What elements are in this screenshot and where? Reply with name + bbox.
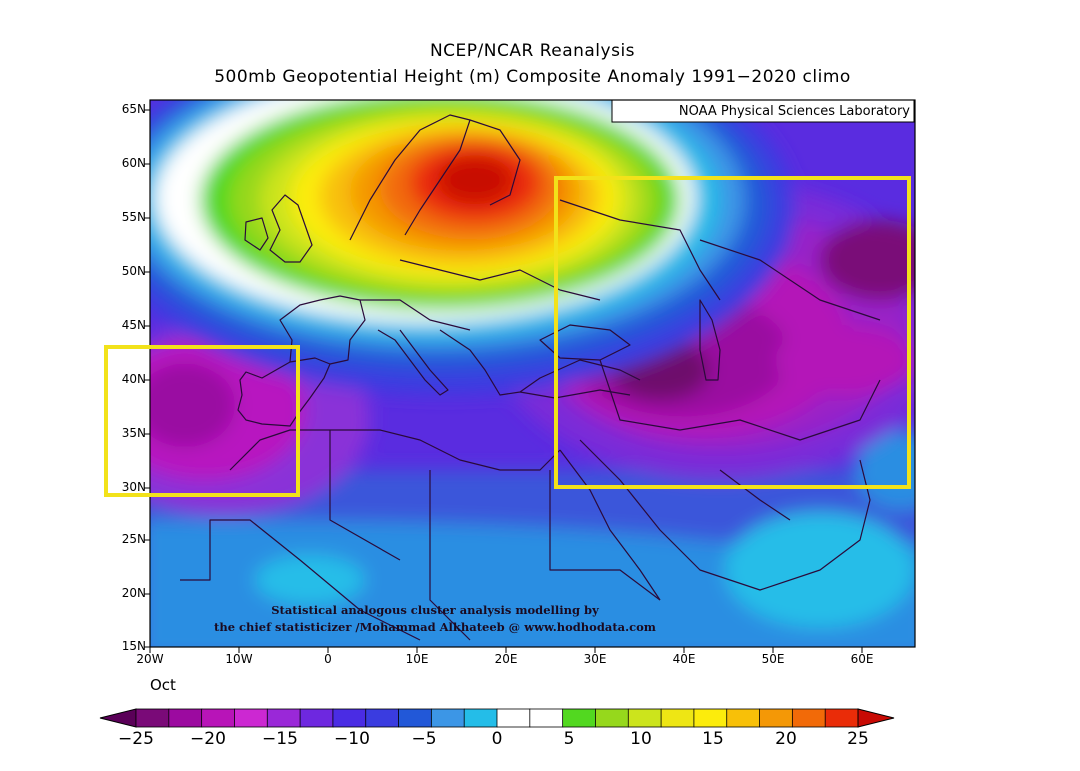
colorbar-segment	[824, 708, 859, 728]
colorbar-label: −15	[262, 729, 298, 749]
credit-text: NOAA Physical Sciences Laboratory	[679, 104, 910, 119]
lon-label: 10E	[405, 652, 429, 666]
colorbar-label: 15	[702, 729, 724, 749]
coastlines	[180, 114, 881, 641]
colorbar	[99, 708, 895, 728]
colorbar-segment	[562, 708, 597, 728]
chart-title: NCEP/NCAR Reanalysis	[429, 41, 636, 61]
colorbar-segment	[726, 708, 761, 728]
colorbar-segment	[693, 708, 728, 728]
colorbar-segment	[266, 708, 301, 728]
lat-label: 45N	[121, 318, 146, 332]
lat-label: 20N	[121, 586, 146, 600]
lat-label: 60N	[121, 156, 146, 170]
highlight-box-east	[554, 176, 911, 489]
colorbar-label: −25	[118, 729, 154, 749]
chart-subtitle: 500mb Geopotential Height (m) Composite …	[214, 67, 851, 87]
lon-label: 50E	[761, 652, 785, 666]
lat-label: 55N	[121, 210, 146, 224]
colorbar-segment	[332, 708, 367, 728]
lat-label: 65N	[121, 102, 146, 116]
lat-label: 50N	[121, 264, 146, 278]
colorbar-segment	[430, 708, 465, 728]
lat-label: 35N	[121, 426, 146, 440]
colorbar-label: −5	[411, 729, 437, 749]
colorbar-segment	[595, 708, 629, 728]
lon-label: 20E	[494, 652, 518, 666]
colorbar-label: −10	[334, 729, 370, 749]
colorbar-segment	[365, 708, 400, 728]
colorbar-label: 10	[630, 729, 652, 749]
colorbar-segment	[168, 708, 203, 728]
colorbar-arrow-low	[99, 708, 137, 728]
lon-label: 10W	[225, 652, 253, 666]
colorbar-segment	[201, 708, 236, 728]
colorbar-segment	[463, 708, 498, 728]
colorbar-segment	[660, 708, 695, 728]
colorbar-label: 20	[775, 729, 797, 749]
watermark-line-2: the chief statisticizer /Mohammad Alkhat…	[214, 620, 656, 634]
lat-label: 25N	[121, 532, 146, 546]
colorbar-label: 5	[563, 729, 575, 749]
colorbar-segment	[496, 708, 531, 728]
colorbar-segment	[529, 708, 564, 728]
lon-label: 20W	[136, 652, 164, 666]
month-label: Oct	[150, 676, 176, 694]
lat-label: 15N	[121, 639, 146, 653]
lon-label: 60E	[850, 652, 874, 666]
colorbar-segment	[627, 708, 662, 728]
colorbar-segment	[135, 708, 170, 728]
colorbar-segment	[299, 708, 334, 728]
colorbar-segment	[398, 708, 433, 728]
colorbar-arrow-high	[857, 708, 895, 728]
lon-label: 30E	[583, 652, 607, 666]
lon-label: 0	[324, 652, 332, 666]
colorbar-segment	[234, 708, 268, 728]
tick-marks	[144, 109, 863, 653]
watermark-line-1: Statistical analogous cluster analysis m…	[271, 603, 599, 617]
colorbar-segment	[759, 708, 794, 728]
colorbar-segment	[791, 708, 826, 728]
anomaly-field	[150, 100, 915, 647]
lon-label: 40E	[672, 652, 696, 666]
lat-label: 30N	[121, 480, 146, 494]
colorbar-label: 25	[847, 729, 869, 749]
colorbar-label: 0	[491, 729, 503, 749]
highlight-box-west	[104, 345, 300, 497]
colorbar-label: −20	[190, 729, 226, 749]
lat-label: 40N	[121, 372, 146, 386]
